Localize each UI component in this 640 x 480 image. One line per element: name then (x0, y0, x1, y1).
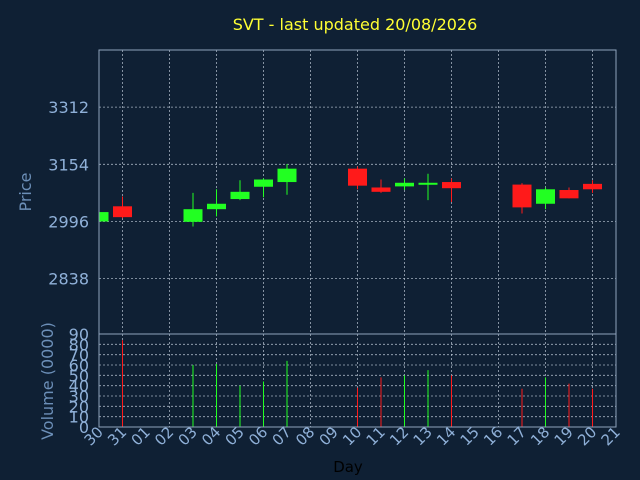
volume-axis-label: Volume (0000) (38, 322, 57, 440)
candle-body (113, 206, 132, 218)
volume-tick-label: 30 (69, 387, 89, 406)
price-axis-label: Price (16, 172, 35, 211)
candle-body (583, 183, 602, 190)
candle-body (277, 168, 297, 183)
volume-tick-label: 60 (69, 356, 89, 375)
candle-body (536, 189, 555, 204)
volume-tick-label: 90 (69, 325, 89, 344)
price-tick-labels: 2838 2996 3154 3312 (48, 98, 89, 288)
candle-body (183, 209, 203, 222)
volume-tick-label: 70 (69, 346, 89, 365)
volume-tick-label: 0 (79, 418, 89, 437)
volume-tick-label: 80 (69, 335, 89, 354)
candle-body (395, 182, 414, 187)
candle-body (442, 182, 461, 189)
price-tick-label: 2838 (48, 270, 89, 289)
price-tick-label: 3154 (48, 155, 89, 174)
candle-body (371, 187, 391, 192)
volume-tick-label: 40 (69, 377, 89, 396)
candle-body (559, 190, 579, 199)
candle-body (512, 184, 532, 208)
price-tick-label: 3312 (48, 98, 89, 117)
volume-tick-label: 20 (69, 397, 89, 416)
price-candles (98, 163, 602, 227)
x-axis-label: Day (333, 458, 363, 476)
volume-tick-label: 10 (69, 408, 89, 427)
candle-body (348, 168, 367, 186)
candle-body (230, 191, 250, 200)
volume-panel-frame (98, 333, 617, 428)
candle-body (418, 182, 438, 185)
candle-body (99, 212, 109, 222)
chart-title: SVT - last updated 20/08/2026 (233, 15, 478, 34)
day-tick-labels: 3031010203040506070809101112131415161718… (81, 423, 624, 449)
volume-tick-label: 50 (69, 366, 89, 385)
volume-bars (122, 340, 593, 427)
price-tick-label: 2996 (48, 212, 89, 231)
candle-body (207, 203, 226, 210)
candle-body (254, 179, 273, 187)
